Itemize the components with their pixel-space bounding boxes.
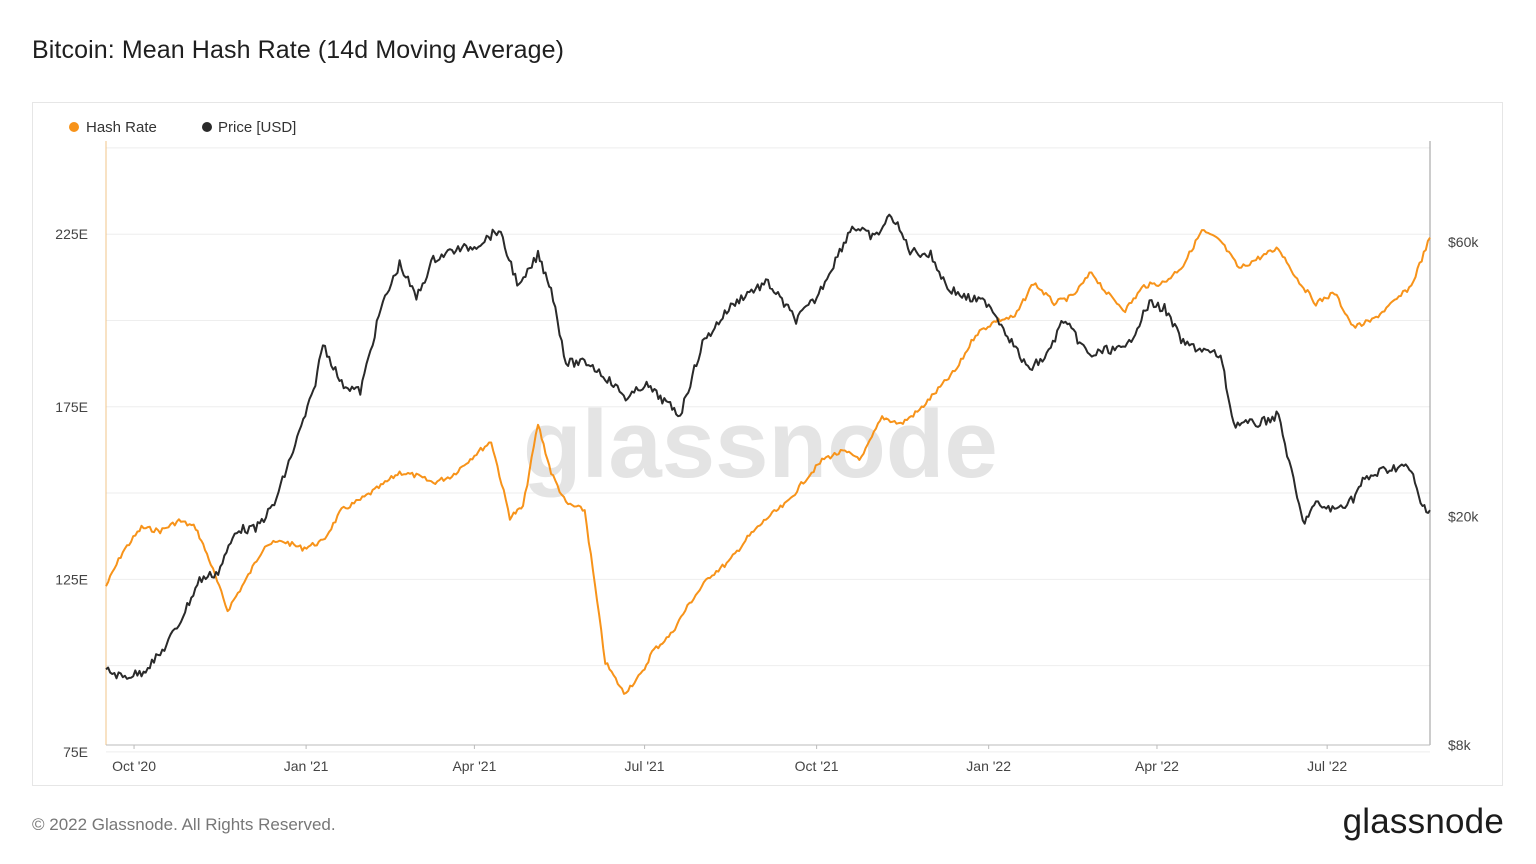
series-line-hash-rate (105, 229, 1431, 695)
chart-svg: glassnode 75E 125E 175E 225E $8k $20k $60k Oct … (55, 119, 1479, 774)
y-right-tick-label: $20k (1448, 508, 1479, 524)
legend-item-hash-rate[interactable]: Hash Rate (69, 119, 157, 136)
legend-label-price: Price [USD] (218, 119, 296, 136)
page-title: Bitcoin: Mean Hash Rate (14d Moving Aver… (32, 36, 564, 64)
y-left-tick-label: 175E (55, 399, 88, 415)
x-tick-label: Jan '22 (966, 758, 1011, 774)
x-tick-label: Jul '22 (1307, 758, 1347, 774)
y-left-tick-label: 225E (55, 226, 88, 242)
x-tick-label: Apr '22 (1135, 758, 1179, 774)
grid-layer (106, 147, 1430, 753)
watermark: glassnode (523, 391, 998, 498)
legend-dot-hash-rate (69, 122, 79, 132)
axis-layer: 75E 125E 175E 225E $8k $20k $60k Oct '20 Jan '21… (55, 141, 1479, 774)
legend: Hash Rate Price [USD] (69, 119, 296, 136)
legend-item-price[interactable]: Price [USD] (202, 119, 296, 136)
y-left-tick-label: 75E (63, 744, 88, 760)
x-tick-label: Oct '21 (795, 758, 839, 774)
y-left-tick-label: 125E (55, 571, 88, 587)
chart-frame: glassnode 75E 125E 175E 225E $8k $20k $60k Oct … (32, 102, 1503, 786)
y-right-tick-label: $60k (1448, 234, 1479, 250)
series-layer (105, 213, 1431, 695)
legend-dot-price (202, 122, 212, 132)
x-tick-label: Oct '20 (112, 758, 156, 774)
x-tick-label: Jul '21 (625, 758, 665, 774)
x-tick-label: Apr '21 (452, 758, 496, 774)
x-tick-label: Jan '21 (284, 758, 329, 774)
series-line-price (105, 213, 1431, 680)
legend-label-hash-rate: Hash Rate (86, 119, 157, 136)
footer-logo: glassnode (1342, 802, 1504, 841)
y-right-tick-label: $8k (1448, 737, 1472, 753)
footer-copyright: © 2022 Glassnode. All Rights Reserved. (32, 815, 336, 834)
